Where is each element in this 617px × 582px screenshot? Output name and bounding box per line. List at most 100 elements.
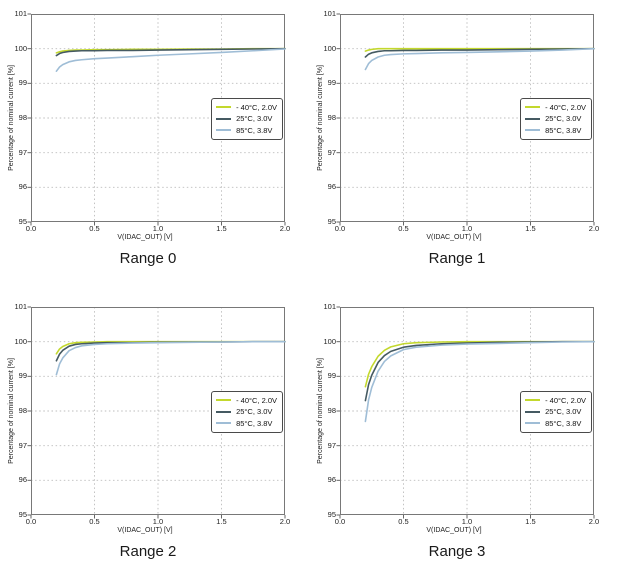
y-tick-label: 100 xyxy=(323,336,336,346)
x-tick-label: 1.5 xyxy=(216,224,227,233)
y-tick-label: 101 xyxy=(323,9,336,18)
y-tick-label: 97 xyxy=(327,147,336,157)
y-tick-label: 95 xyxy=(327,217,336,226)
y-tick-label: 95 xyxy=(18,510,27,519)
x-tick-label: 0.0 xyxy=(25,224,37,233)
y-tick-label: 96 xyxy=(18,475,27,485)
legend-label: - 40°C, 2.0V xyxy=(236,395,277,405)
x-axis-label: V(IDAC_OUT) [V] xyxy=(117,527,173,534)
legend-label: 25°C, 3.0V xyxy=(236,407,273,417)
y-tick-label: 99 xyxy=(327,371,336,381)
plot-frame xyxy=(340,14,594,222)
x-axis-label: V(IDAC_OUT) [V] xyxy=(426,527,482,534)
series-line-2 xyxy=(55,340,286,376)
legend-entry: 85°C, 3.8V xyxy=(216,418,277,429)
legend-label: 85°C, 3.8V xyxy=(545,125,582,135)
legend-label: - 40°C, 2.0V xyxy=(545,102,586,112)
y-tick-label: 98 xyxy=(18,113,27,122)
plot-canvas xyxy=(336,306,595,519)
y-tick-label: 98 xyxy=(327,113,336,122)
legend-entry: 25°C, 3.0V xyxy=(525,114,586,125)
x-tick-label: 1.5 xyxy=(525,517,536,526)
legend-label: - 40°C, 2.0V xyxy=(236,102,277,112)
y-tick-label: 101 xyxy=(14,9,27,18)
plot-area: - 40°C, 2.0V 25°C, 3.0V 85°C, 3.8V xyxy=(336,306,595,519)
x-tick-label: 1.0 xyxy=(152,517,164,526)
plot-frame xyxy=(31,14,285,222)
chart-title: Range 0 xyxy=(119,250,177,267)
x-tick-label: 2.0 xyxy=(588,517,600,526)
series-line-1 xyxy=(364,47,595,58)
x-tick-label: 1.5 xyxy=(216,517,227,526)
series-line-1 xyxy=(55,47,286,57)
legend-entry: - 40°C, 2.0V xyxy=(525,395,586,406)
chart-panel-range-2: Percentage of nominal current [%] - 40°C… xyxy=(0,293,308,582)
plot-frame xyxy=(31,307,285,515)
plot-canvas xyxy=(27,13,286,226)
x-tick-label: 0.5 xyxy=(89,224,100,233)
y-tick-label: 101 xyxy=(14,302,27,311)
chart-title: Range 1 xyxy=(428,250,486,267)
legend-line-swatch xyxy=(216,410,232,413)
legend-line-swatch xyxy=(216,399,232,402)
x-tick-label: 1.0 xyxy=(152,224,164,233)
legend-line-swatch xyxy=(525,129,541,132)
x-tick-label: 2.0 xyxy=(588,224,600,233)
x-tick-label: 1.0 xyxy=(461,517,473,526)
chart-panel-range-1: Percentage of nominal current [%] - 40°C… xyxy=(309,0,617,291)
y-tick-label: 97 xyxy=(327,440,336,450)
legend-line-swatch xyxy=(525,399,541,402)
legend-label: 25°C, 3.0V xyxy=(545,407,582,417)
x-tick-label: 2.0 xyxy=(279,224,291,233)
plot-area: - 40°C, 2.0V 25°C, 3.0V 85°C, 3.8V xyxy=(27,306,286,519)
y-tick-label: 97 xyxy=(18,440,27,450)
legend-line-swatch xyxy=(525,117,541,120)
legend-entry: 25°C, 3.0V xyxy=(216,114,277,125)
y-tick-label: 98 xyxy=(18,406,27,415)
x-tick-label: 0.5 xyxy=(398,224,409,233)
x-tick-label: 0.0 xyxy=(25,517,37,526)
legend-label: 85°C, 3.8V xyxy=(545,418,582,428)
legend-line-swatch xyxy=(525,410,541,413)
x-tick-label: 1.0 xyxy=(461,224,473,233)
legend-entry: 25°C, 3.0V xyxy=(525,407,586,418)
x-tick-label: 0.5 xyxy=(89,517,100,526)
legend-entry: - 40°C, 2.0V xyxy=(525,102,586,113)
x-axis-label: V(IDAC_OUT) [V] xyxy=(117,234,173,241)
y-tick-label: 99 xyxy=(18,371,27,381)
plot-area: - 40°C, 2.0V 25°C, 3.0V 85°C, 3.8V xyxy=(27,13,286,226)
chart-panel-range-0: Percentage of nominal current [%] - 40°C… xyxy=(0,0,308,291)
series-line-2 xyxy=(364,47,595,71)
legend-label: - 40°C, 2.0V xyxy=(545,395,586,405)
legend-entry: 85°C, 3.8V xyxy=(216,125,277,136)
series-line-2 xyxy=(364,340,595,423)
legend-line-swatch xyxy=(525,106,541,109)
y-tick-label: 96 xyxy=(327,475,336,485)
y-tick-label: 100 xyxy=(14,336,27,346)
legend-line-swatch xyxy=(216,106,232,109)
legend: - 40°C, 2.0V 25°C, 3.0V 85°C, 3.8V xyxy=(520,391,592,433)
y-tick-label: 96 xyxy=(18,182,27,192)
legend: - 40°C, 2.0V 25°C, 3.0V 85°C, 3.8V xyxy=(520,98,592,140)
x-tick-label: 0.5 xyxy=(398,517,409,526)
x-tick-label: 2.0 xyxy=(279,517,291,526)
chart-title: Range 3 xyxy=(428,543,486,560)
legend-entry: 85°C, 3.8V xyxy=(525,418,586,429)
chart-title: Range 2 xyxy=(119,543,177,560)
legend-label: 25°C, 3.0V xyxy=(236,114,273,124)
x-tick-label: 1.5 xyxy=(525,224,536,233)
y-tick-label: 101 xyxy=(323,302,336,311)
x-axis-label: V(IDAC_OUT) [V] xyxy=(426,234,482,241)
legend-line-swatch xyxy=(216,422,232,425)
y-tick-label: 96 xyxy=(327,182,336,192)
legend-line-swatch xyxy=(216,129,232,132)
plot-canvas xyxy=(336,13,595,226)
legend: - 40°C, 2.0V 25°C, 3.0V 85°C, 3.8V xyxy=(211,391,283,433)
legend-label: 85°C, 3.8V xyxy=(236,418,273,428)
legend-entry: - 40°C, 2.0V xyxy=(216,395,277,406)
legend: - 40°C, 2.0V 25°C, 3.0V 85°C, 3.8V xyxy=(211,98,283,140)
legend-entry: 85°C, 3.8V xyxy=(525,125,586,136)
legend-entry: - 40°C, 2.0V xyxy=(216,102,277,113)
y-tick-label: 99 xyxy=(18,78,27,88)
legend-line-swatch xyxy=(525,422,541,425)
